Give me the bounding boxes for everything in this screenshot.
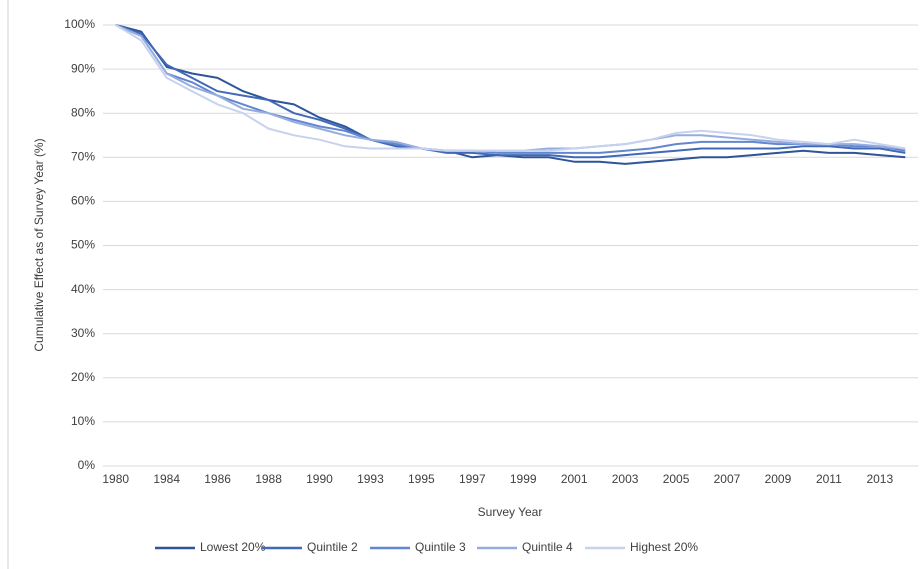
y-tick-label: 20% bbox=[71, 370, 95, 384]
y-tick-label: 50% bbox=[71, 238, 95, 252]
y-tick-label: 40% bbox=[71, 282, 95, 296]
legend-label: Quintile 4 bbox=[522, 540, 573, 554]
legend-label: Highest 20% bbox=[630, 540, 698, 554]
x-tick-label: 1980 bbox=[102, 472, 129, 486]
legend-label: Lowest 20% bbox=[200, 540, 266, 554]
x-tick-label: 1993 bbox=[357, 472, 384, 486]
x-tick-label: 2007 bbox=[714, 472, 741, 486]
y-tick-label: 90% bbox=[71, 61, 95, 75]
x-tick-label: 1990 bbox=[306, 472, 333, 486]
y-tick-label: 10% bbox=[71, 414, 95, 428]
x-tick-label: 2001 bbox=[561, 472, 588, 486]
series-line bbox=[115, 24, 906, 152]
y-tick-label: 100% bbox=[64, 17, 95, 31]
y-tick-label: 70% bbox=[71, 149, 95, 163]
x-tick-label: 1997 bbox=[459, 472, 486, 486]
y-tick-label: 80% bbox=[71, 105, 95, 119]
x-tick-label: 1999 bbox=[510, 472, 537, 486]
y-tick-label: 60% bbox=[71, 194, 95, 208]
series-line bbox=[115, 24, 906, 152]
y-tick-label: 0% bbox=[78, 458, 96, 472]
x-tick-label: 1988 bbox=[255, 472, 282, 486]
y-tick-label: 30% bbox=[71, 326, 95, 340]
x-tick-label: 1984 bbox=[153, 472, 180, 486]
series-line bbox=[115, 24, 906, 154]
legend-label: Quintile 2 bbox=[307, 540, 358, 554]
x-tick-label: 2011 bbox=[816, 472, 842, 486]
series-line bbox=[115, 24, 906, 159]
x-axis-label: Survey Year bbox=[478, 505, 543, 519]
x-tick-label: 2005 bbox=[663, 472, 690, 486]
x-tick-label: 1995 bbox=[408, 472, 435, 486]
legend-label: Quintile 3 bbox=[415, 540, 466, 554]
x-tick-label: 1986 bbox=[204, 472, 231, 486]
y-axis-label: Cumulative Effect as of Survey Year (%) bbox=[32, 138, 46, 351]
x-tick-label: 2013 bbox=[866, 472, 893, 486]
x-tick-label: 2009 bbox=[765, 472, 792, 486]
series-line bbox=[115, 24, 906, 165]
x-tick-label: 2003 bbox=[612, 472, 639, 486]
